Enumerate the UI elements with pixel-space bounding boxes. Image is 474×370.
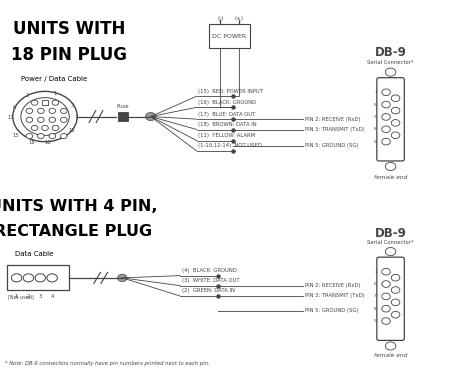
Text: DB-9: DB-9 bbox=[374, 46, 407, 59]
Circle shape bbox=[42, 125, 48, 131]
Text: (17)  BLUE: DATA OUT: (17) BLUE: DATA OUT bbox=[198, 111, 255, 117]
Text: 8: 8 bbox=[374, 127, 377, 131]
Text: 7: 7 bbox=[75, 115, 78, 120]
Circle shape bbox=[49, 117, 55, 122]
Circle shape bbox=[61, 117, 67, 122]
Text: 1: 1 bbox=[15, 294, 18, 299]
Text: PIN 2: RECEIVE (RxD): PIN 2: RECEIVE (RxD) bbox=[305, 117, 361, 122]
Text: UNITS WITH 4 PIN,: UNITS WITH 4 PIN, bbox=[0, 199, 158, 214]
Text: (-): (-) bbox=[217, 16, 223, 21]
Circle shape bbox=[31, 125, 38, 131]
Circle shape bbox=[146, 112, 156, 121]
Text: UNITS WITH: UNITS WITH bbox=[12, 20, 125, 38]
Text: 18 PIN PLUG: 18 PIN PLUG bbox=[11, 46, 127, 64]
Text: 7: 7 bbox=[374, 115, 377, 119]
Text: 1: 1 bbox=[374, 270, 377, 274]
Text: 18: 18 bbox=[28, 140, 35, 145]
Text: 2: 2 bbox=[26, 92, 29, 98]
Text: 9: 9 bbox=[374, 319, 377, 323]
Text: 16: 16 bbox=[44, 140, 51, 145]
Text: 15: 15 bbox=[12, 133, 19, 138]
Circle shape bbox=[31, 100, 38, 105]
Bar bbox=[7, 265, 69, 290]
Circle shape bbox=[61, 134, 67, 139]
Text: PIN 3: TRANSMIT (TxD): PIN 3: TRANSMIT (TxD) bbox=[305, 127, 365, 132]
Text: (1-10,12-14)  NOT USED: (1-10,12-14) NOT USED bbox=[198, 143, 262, 148]
Text: 6: 6 bbox=[374, 102, 377, 107]
Circle shape bbox=[26, 117, 33, 122]
Circle shape bbox=[37, 134, 44, 139]
Text: female end: female end bbox=[374, 175, 407, 180]
Text: PIN 5: GROUND (SG): PIN 5: GROUND (SG) bbox=[305, 308, 359, 313]
Text: Serial Connector*: Serial Connector* bbox=[367, 60, 414, 65]
Bar bbox=[42, 100, 48, 105]
Text: PIN 2: RECEIVE (RxD): PIN 2: RECEIVE (RxD) bbox=[305, 283, 361, 288]
Text: (3)  WHITE: DATA OUT: (3) WHITE: DATA OUT bbox=[182, 278, 239, 283]
Bar bbox=[118, 112, 128, 121]
Text: (11)  YELLOW: ALARM: (11) YELLOW: ALARM bbox=[198, 133, 255, 138]
Text: 3: 3 bbox=[39, 294, 42, 299]
Circle shape bbox=[26, 134, 33, 139]
Text: [Not used]: [Not used] bbox=[8, 294, 33, 299]
Text: (18)  BROWN: DATA IN: (18) BROWN: DATA IN bbox=[198, 122, 257, 127]
Text: (16)  BLACK: GROUND: (16) BLACK: GROUND bbox=[198, 100, 256, 105]
Text: female end: female end bbox=[374, 353, 407, 359]
Bar bbox=[209, 24, 250, 48]
Circle shape bbox=[118, 274, 127, 282]
Text: PIN 3: TRANSMIT (TxD): PIN 3: TRANSMIT (TxD) bbox=[305, 293, 365, 299]
Text: 2: 2 bbox=[27, 294, 30, 299]
Circle shape bbox=[37, 108, 44, 114]
Text: RECTANGLE PLUG: RECTANGLE PLUG bbox=[0, 224, 153, 239]
Circle shape bbox=[49, 134, 55, 139]
Text: Serial Connector*: Serial Connector* bbox=[367, 240, 414, 245]
Text: 3: 3 bbox=[71, 103, 74, 108]
Text: (+): (+) bbox=[234, 16, 243, 21]
Text: PIN 5: GROUND (SG): PIN 5: GROUND (SG) bbox=[305, 143, 359, 148]
Text: * Note: DB-9 connectors normally have pin numbers printed next to each pin.: * Note: DB-9 connectors normally have pi… bbox=[5, 361, 210, 366]
Text: DC POWER: DC POWER bbox=[212, 34, 246, 38]
Text: 1: 1 bbox=[374, 90, 377, 94]
Text: Fuse: Fuse bbox=[117, 104, 129, 109]
Circle shape bbox=[52, 100, 59, 105]
Circle shape bbox=[49, 108, 55, 114]
Circle shape bbox=[26, 108, 33, 114]
Text: Power / Data Cable: Power / Data Cable bbox=[21, 76, 88, 82]
Text: (15)  RED: POWER INPUT: (15) RED: POWER INPUT bbox=[198, 88, 263, 94]
Circle shape bbox=[61, 108, 67, 114]
Text: (2)  GREEN: DATA IN: (2) GREEN: DATA IN bbox=[182, 288, 235, 293]
Circle shape bbox=[37, 117, 44, 122]
Text: 12: 12 bbox=[68, 128, 75, 133]
Text: 6: 6 bbox=[374, 282, 377, 286]
Text: 8: 8 bbox=[374, 307, 377, 311]
Text: Data Cable: Data Cable bbox=[15, 251, 53, 257]
Text: 6: 6 bbox=[13, 105, 16, 110]
Text: DB-9: DB-9 bbox=[374, 227, 407, 240]
Text: 1: 1 bbox=[53, 91, 56, 97]
Circle shape bbox=[52, 125, 59, 131]
Text: 7: 7 bbox=[374, 295, 377, 298]
Text: 9: 9 bbox=[374, 139, 377, 144]
Text: 4: 4 bbox=[50, 294, 54, 299]
Text: 11: 11 bbox=[8, 115, 15, 120]
Text: (4)  BLACK: GROUND: (4) BLACK: GROUND bbox=[182, 268, 237, 273]
